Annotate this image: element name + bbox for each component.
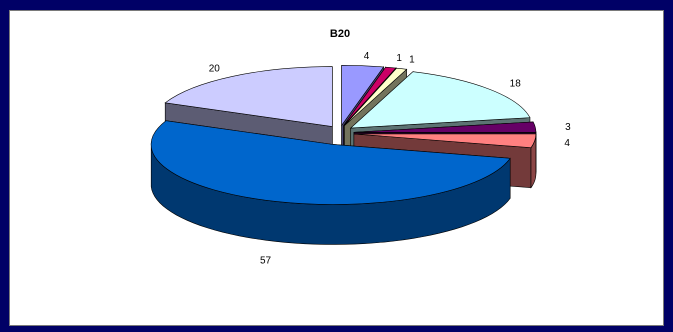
pie-chart: B20 4 1 1 18 3 4 57 20 (150, 28, 571, 267)
slice-label-5: 4 (564, 138, 570, 149)
pie-slice-1 (343, 66, 397, 126)
pie-slice-5 (353, 133, 537, 149)
chart-title: B20 (330, 28, 350, 40)
slice-label-0: 4 (364, 51, 370, 62)
slice-tops (150, 65, 537, 205)
pie-slice-6 (150, 120, 511, 205)
slice-label-7: 20 (209, 63, 221, 74)
slice-label-3: 18 (510, 79, 522, 90)
pie-slice-0 (341, 65, 385, 127)
slice-label-1: 1 (396, 53, 402, 64)
chart-frame: B20 4 1 1 18 3 4 57 20 (9, 10, 664, 326)
pie-slice-4 (353, 121, 537, 133)
pie-slice-2 (344, 67, 408, 126)
slice-labels: 4 1 1 18 3 4 57 20 (209, 51, 571, 267)
slice-label-2: 1 (409, 54, 415, 65)
pie-slice-3 (349, 71, 531, 129)
pie-slice-7 (164, 66, 333, 127)
slice-label-6: 57 (260, 256, 272, 267)
slice-label-4: 3 (565, 122, 571, 133)
